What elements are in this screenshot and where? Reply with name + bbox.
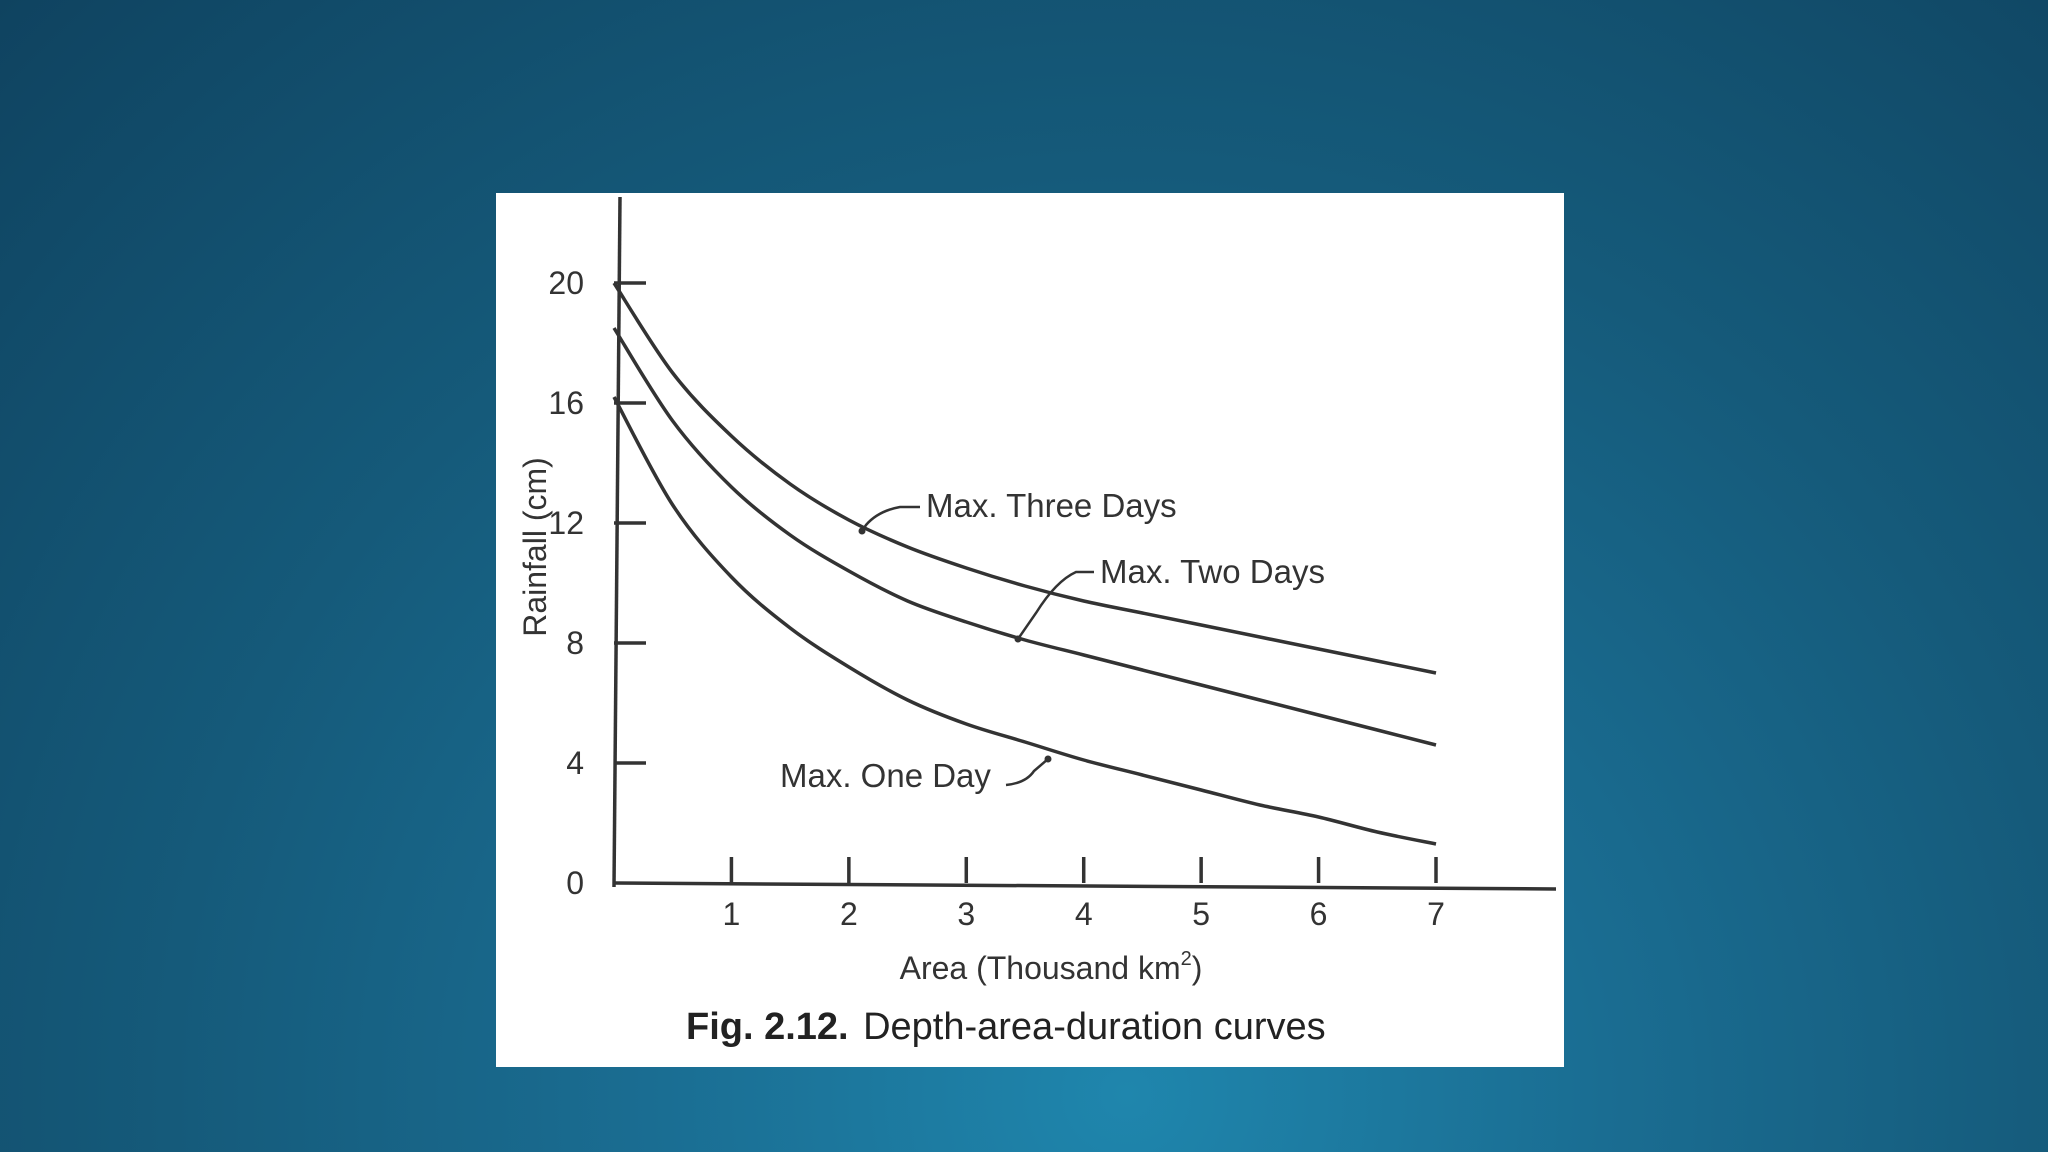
y-tick-label-0: 0 <box>566 865 584 901</box>
x-axis-title-close: ) <box>1192 950 1203 986</box>
x-tick-label-1: 1 <box>723 896 741 932</box>
caption-number: Fig. 2.12. <box>686 1006 849 1048</box>
figure-card: 0 4 8 12 16 20 1 2 3 4 5 6 7 Max. Three Days Max. Two … <box>496 193 1564 1067</box>
series-label-max-one-day: Max. One Day <box>780 757 991 794</box>
y-axis-line <box>612 196 622 888</box>
x-tick-label-6: 6 <box>1310 896 1328 932</box>
x-tick-label-2: 2 <box>840 896 858 932</box>
x-axis-line <box>613 881 1557 891</box>
leader-max-three-days <box>860 505 920 532</box>
leader-head-max-three-days <box>858 527 866 535</box>
curve-max-one-day <box>612 396 1437 846</box>
x-axis-title: Area (Thousand km2) <box>900 948 1203 986</box>
leader-head-max-one-day <box>1044 755 1052 763</box>
leader-max-two-days <box>1016 570 1094 640</box>
x-axis-title-main: Area (Thousand km <box>900 950 1181 986</box>
y-tick-label-12: 12 <box>548 505 584 541</box>
leader-max-one-day <box>1005 758 1049 787</box>
x-axis-title-superscript: 2 <box>1181 948 1192 970</box>
series-label-max-two-days: Max. Two Days <box>1100 553 1325 590</box>
caption-text: Depth-area-duration curves <box>863 1006 1326 1048</box>
x-tick-label-5: 5 <box>1192 896 1210 932</box>
curve-max-two-days <box>612 327 1437 747</box>
y-tick-label-16: 16 <box>548 385 584 421</box>
x-tick-label-4: 4 <box>1075 896 1093 932</box>
y-tick-label-20: 20 <box>548 265 584 301</box>
figure-caption: Fig. 2.12. Depth-area-duration curves <box>686 1006 1326 1048</box>
y-tick-label-4: 4 <box>566 745 584 781</box>
y-tick-label-8: 8 <box>566 625 584 661</box>
curve-max-three-days <box>612 282 1437 675</box>
series-label-max-three-days: Max. Three Days <box>926 487 1177 524</box>
leader-head-max-two-days <box>1014 635 1022 643</box>
x-tick-label-7: 7 <box>1427 896 1445 932</box>
y-axis-title: Rainfall (cm) <box>517 457 553 637</box>
x-tick-label-3: 3 <box>957 896 975 932</box>
